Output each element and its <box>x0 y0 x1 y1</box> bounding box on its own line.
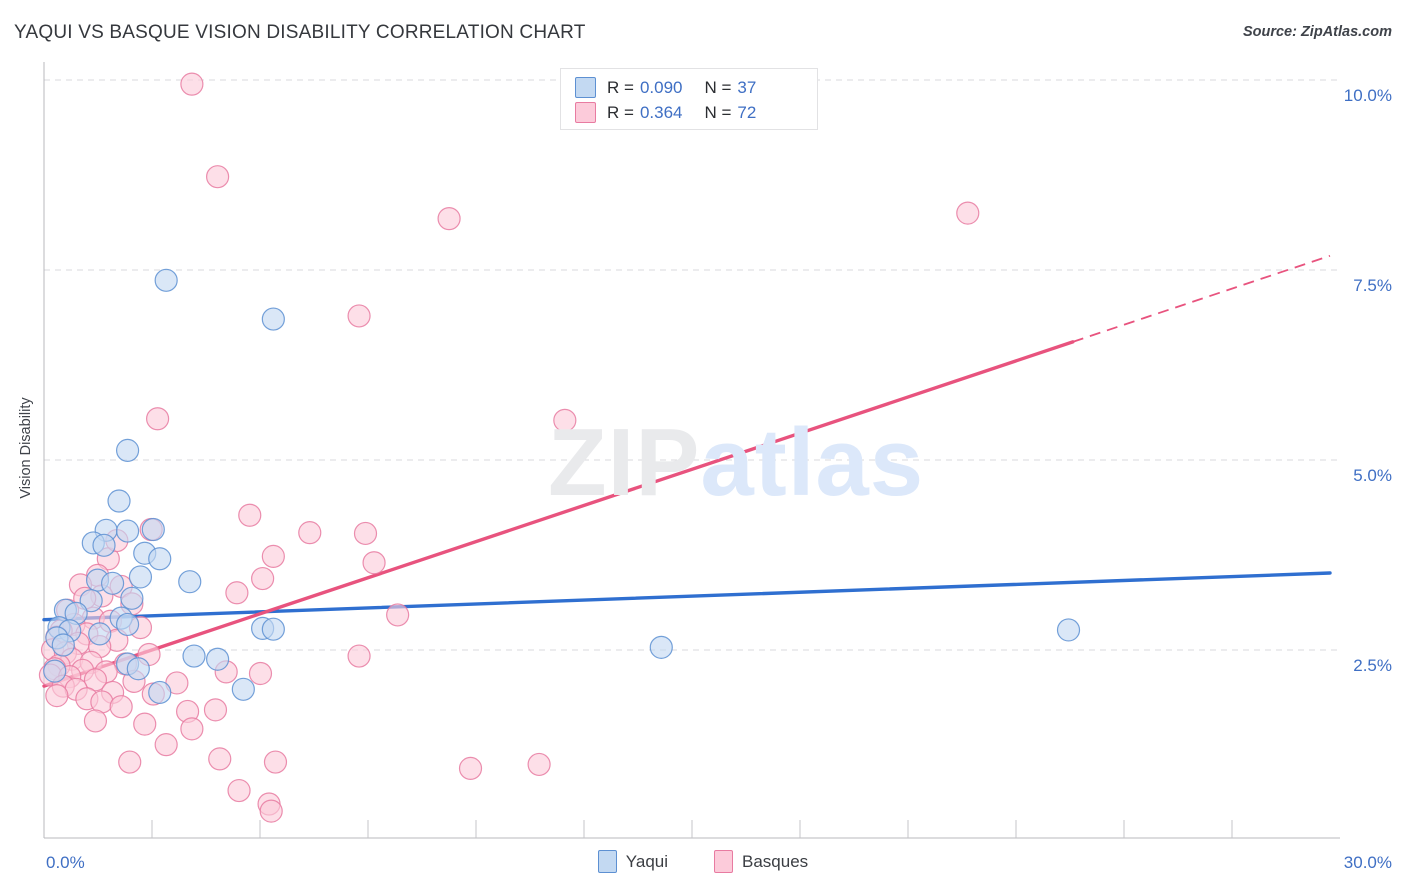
data-point[interactable] <box>248 661 273 686</box>
legend-swatch-yaqui <box>575 77 596 98</box>
data-point[interactable] <box>527 752 551 777</box>
data-point[interactable] <box>43 659 67 683</box>
legend-r-value-yaqui: 0.090 <box>639 77 683 97</box>
series-legend-label-yaqui: Yaqui <box>625 851 669 871</box>
data-point[interactable] <box>92 533 116 557</box>
legend-r-value-basques: 0.364 <box>639 102 683 122</box>
data-point[interactable] <box>148 547 172 571</box>
data-point[interactable] <box>386 603 410 627</box>
data-points-basques[interactable] <box>38 72 980 823</box>
data-point[interactable] <box>956 201 980 225</box>
data-point[interactable] <box>203 698 228 722</box>
axis-lines <box>43 62 1340 839</box>
data-point[interactable] <box>227 778 251 803</box>
legend-n-key-yaqui: N = <box>704 77 732 97</box>
data-point[interactable] <box>45 684 69 708</box>
legend-r-key-basques: R = <box>607 102 634 122</box>
data-point[interactable] <box>115 612 140 637</box>
data-point[interactable] <box>208 747 232 771</box>
page-title: YAQUI VS BASQUE VISION DISABILITY CORREL… <box>14 22 586 43</box>
legend-n-value-basques: 72 <box>737 102 757 122</box>
data-point[interactable] <box>83 709 108 733</box>
data-point[interactable] <box>100 571 125 595</box>
data-point[interactable] <box>362 551 386 575</box>
legend-n-key-basques: N = <box>704 102 732 122</box>
data-point[interactable] <box>133 712 157 736</box>
y-axis-tick-label: 10.0% <box>1343 86 1392 105</box>
data-point[interactable] <box>251 566 275 591</box>
legend-n-value-yaqui: 37 <box>737 77 757 97</box>
series-legend-swatch-basques <box>714 850 734 873</box>
trend-lines <box>42 254 1332 688</box>
data-point[interactable] <box>79 589 103 613</box>
data-point[interactable] <box>146 407 170 431</box>
series-legend-label-basques: Basques <box>742 851 809 871</box>
data-point[interactable] <box>154 733 178 757</box>
data-points-yaqui[interactable] <box>43 268 1081 705</box>
legend-swatch-basques <box>575 102 596 123</box>
data-point[interactable] <box>259 799 283 823</box>
data-point[interactable] <box>263 750 288 774</box>
data-point[interactable] <box>128 565 153 589</box>
series-legend-swatch-yaqui <box>597 850 617 873</box>
data-point[interactable] <box>182 644 206 668</box>
data-point[interactable] <box>148 680 172 705</box>
gridlines <box>44 79 1340 651</box>
data-point[interactable] <box>109 695 133 719</box>
data-point[interactable] <box>178 570 202 594</box>
data-point[interactable] <box>115 519 140 543</box>
data-point[interactable] <box>1056 618 1081 642</box>
data-point[interactable] <box>206 165 230 189</box>
series-legend-item-basques[interactable]: Basques <box>714 850 808 873</box>
data-point[interactable] <box>553 408 577 432</box>
data-point[interactable] <box>261 617 285 641</box>
data-point[interactable] <box>206 647 230 671</box>
data-point[interactable] <box>238 503 262 527</box>
data-point[interactable] <box>120 586 144 610</box>
series-legend-item-yaqui[interactable]: Yaqui <box>597 850 669 873</box>
data-point[interactable] <box>180 72 204 96</box>
correlation-legend: R = 0.090 N = 37 R = 0.364 N = 72 <box>560 68 818 130</box>
data-point[interactable] <box>347 644 371 668</box>
data-point[interactable] <box>261 307 285 331</box>
data-point[interactable] <box>107 489 131 513</box>
data-point[interactable] <box>458 756 483 780</box>
data-point[interactable] <box>83 668 108 692</box>
x-axis-max-label: 30.0% <box>1343 853 1392 872</box>
legend-r-key-yaqui: R = <box>607 77 634 97</box>
legend-row-yaqui: R = 0.090 N = 37 <box>575 75 807 100</box>
data-point[interactable] <box>261 544 285 568</box>
data-point[interactable] <box>180 717 204 741</box>
data-point[interactable] <box>126 657 150 681</box>
x-axis-min-label: 0.0% <box>46 853 85 872</box>
data-point[interactable] <box>154 268 178 292</box>
source-attribution: Source: ZipAtlas.com <box>1242 24 1392 40</box>
y-axis-tick-label: 2.5% <box>1353 656 1392 675</box>
x-axis-ticks <box>151 820 1233 838</box>
y-axis-tick-label: 7.5% <box>1353 276 1392 295</box>
data-point[interactable] <box>115 438 140 462</box>
data-point[interactable] <box>231 677 255 701</box>
data-point[interactable] <box>347 304 371 328</box>
series-legend: Yaqui Basques <box>0 850 1406 873</box>
data-point[interactable] <box>118 750 142 774</box>
data-point[interactable] <box>353 521 378 546</box>
data-point[interactable] <box>51 633 75 657</box>
data-point[interactable] <box>225 581 249 605</box>
data-point[interactable] <box>437 207 461 231</box>
y-axis-tick-label: 5.0% <box>1353 466 1392 485</box>
data-point[interactable] <box>649 635 673 659</box>
data-point[interactable] <box>298 521 322 545</box>
data-point[interactable] <box>88 622 112 646</box>
data-point[interactable] <box>141 517 165 542</box>
legend-row-basques: R = 0.364 N = 72 <box>575 100 807 125</box>
